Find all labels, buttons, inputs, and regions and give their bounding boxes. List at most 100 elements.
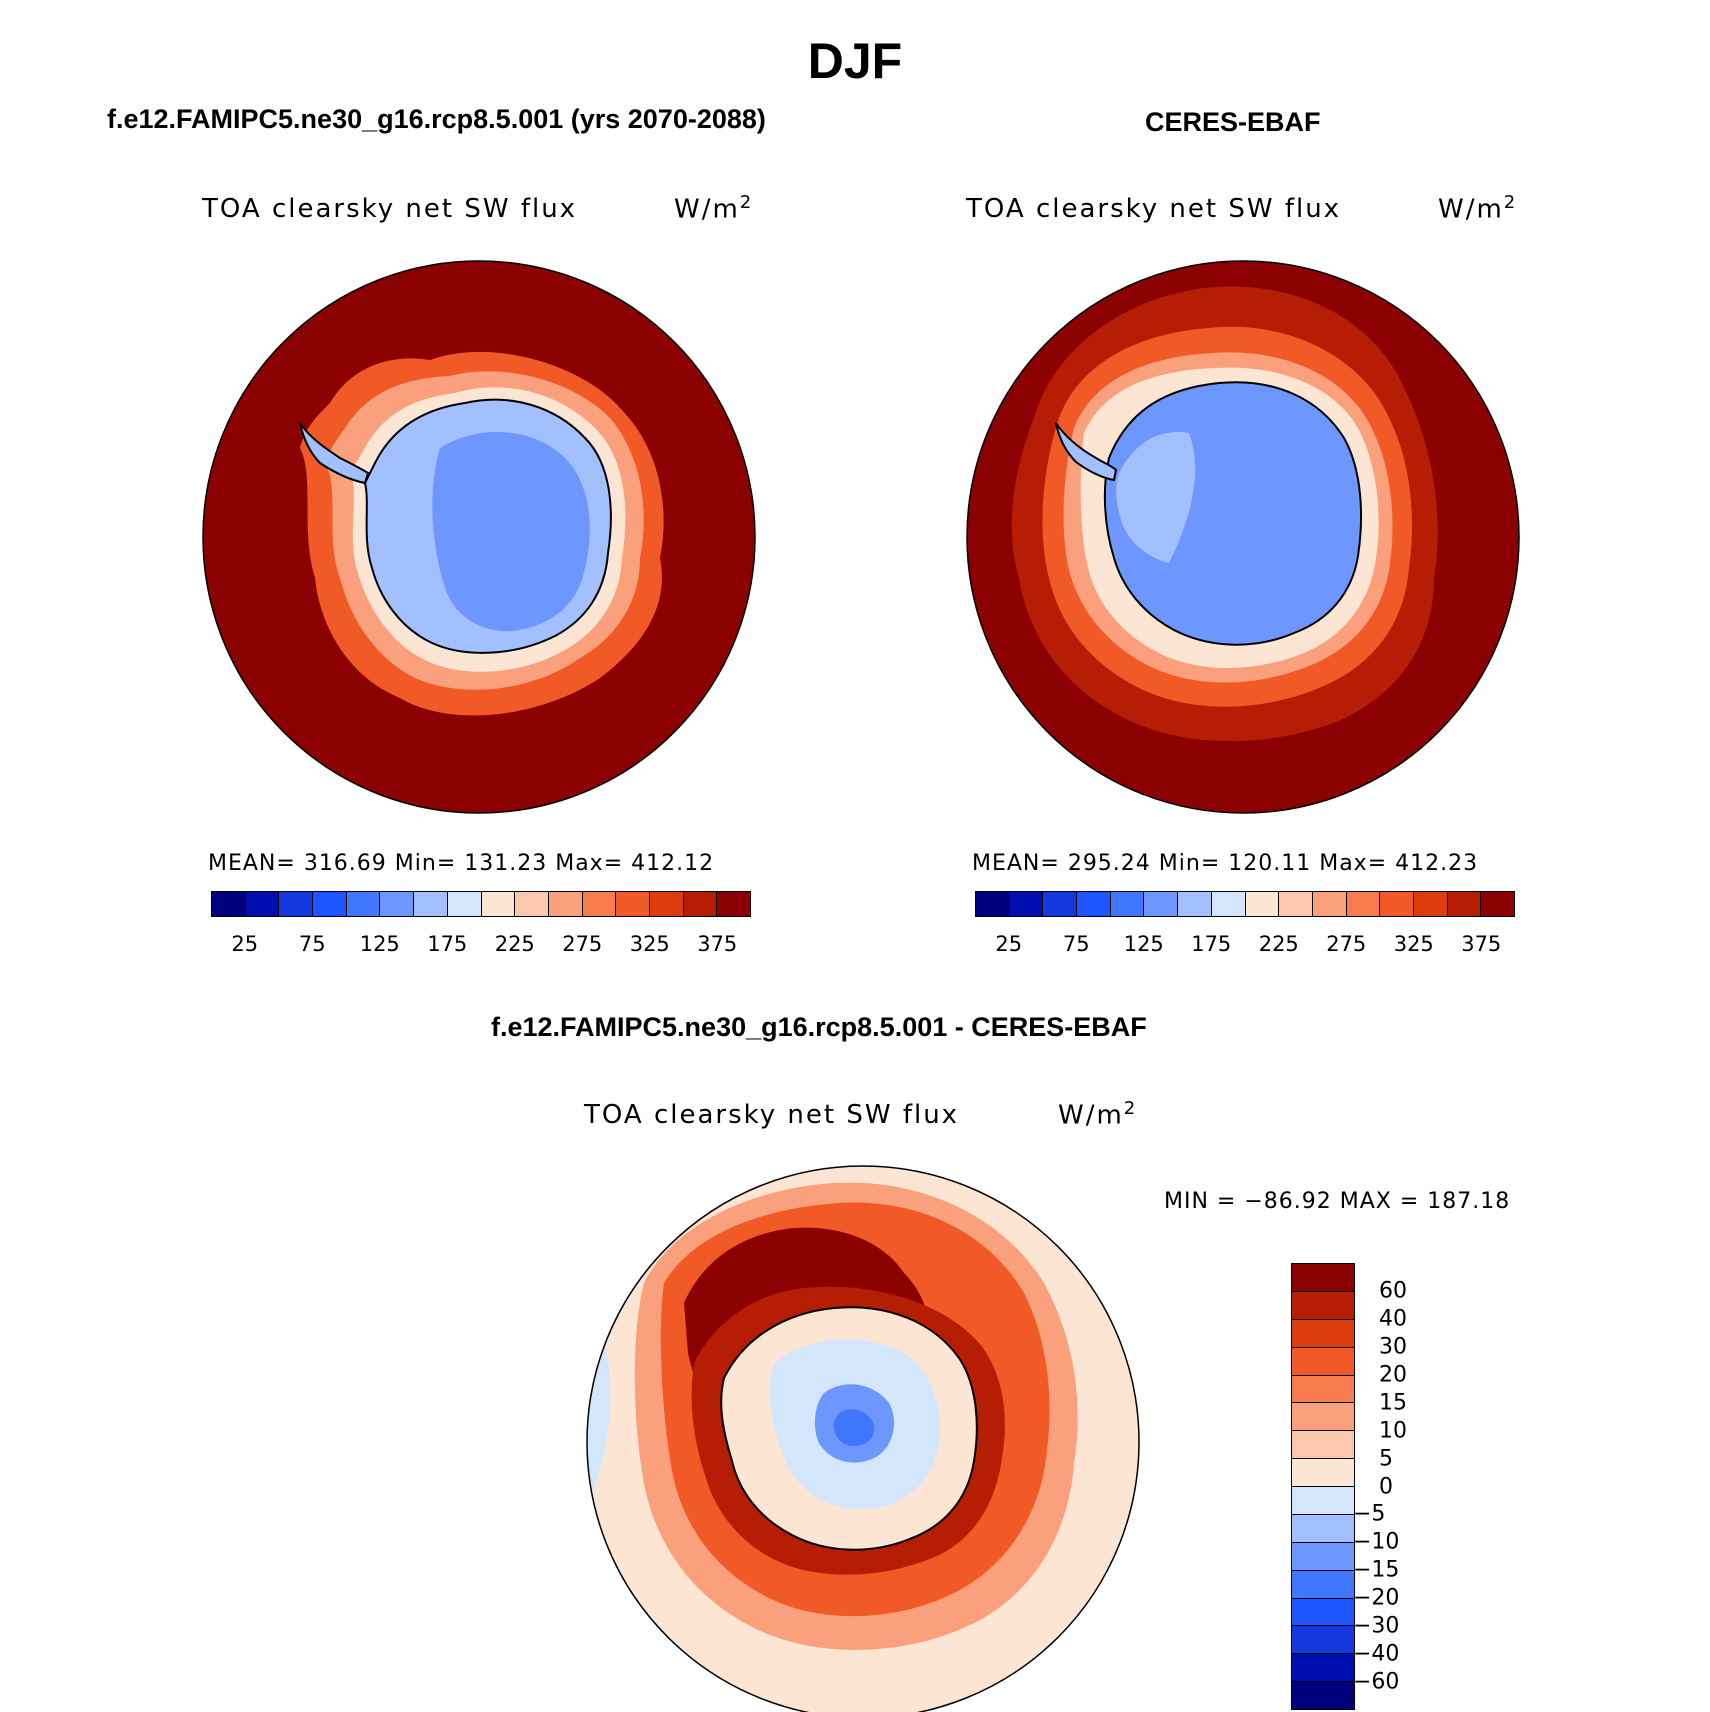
colorbar-tick-label: 75 bbox=[298, 932, 326, 956]
colorbar-tick-label: −20 bbox=[1353, 1585, 1400, 1611]
colorbar-tick-label: 60 bbox=[1379, 1278, 1407, 1304]
obs-subtitle: TOA clearsky net SW flux bbox=[966, 194, 1342, 224]
colorbar-swatch bbox=[1447, 892, 1482, 916]
colorbar-swatch bbox=[683, 892, 718, 916]
colorbar-swatch bbox=[1292, 1347, 1354, 1376]
obs-peninsula bbox=[1055, 422, 1118, 482]
colorbar-swatch bbox=[1279, 892, 1313, 916]
colorbar-tick-label: 25 bbox=[995, 932, 1023, 956]
colorbar-tick-label: 5 bbox=[1379, 1446, 1393, 1472]
model-stats: MEAN= 316.69 Min= 131.23 Max= 412.12 bbox=[208, 851, 715, 876]
colorbar-tick-label: −15 bbox=[1353, 1557, 1400, 1583]
colorbar-swatch bbox=[976, 892, 1010, 916]
obs-panel-title: CERES-EBAF bbox=[1145, 107, 1321, 137]
colorbar-swatch bbox=[1292, 1431, 1354, 1460]
colorbar-swatch bbox=[1346, 892, 1381, 916]
colorbar-swatch bbox=[649, 892, 684, 916]
model-peninsula bbox=[299, 422, 370, 485]
model-colorbar-ticks: 25 75 125 175 225 275 325 375 bbox=[211, 932, 751, 962]
colorbar-swatch bbox=[1292, 1403, 1354, 1432]
colorbar-swatch bbox=[1292, 1626, 1354, 1655]
colorbar-tick-label: 175 bbox=[427, 932, 468, 956]
colorbar-swatch bbox=[1178, 892, 1212, 916]
colorbar-swatch bbox=[515, 892, 549, 916]
colorbar-swatch bbox=[1144, 892, 1179, 916]
colorbar-swatch bbox=[1292, 1682, 1354, 1709]
colorbar-swatch bbox=[1292, 1654, 1354, 1683]
diff-colorbar-ticks: 60 40 30 20 15 10 5 0 −5 −10 −15 −20 −30 −40 −60 bbox=[1353, 1263, 1463, 1710]
obs-units: W/m2 bbox=[1438, 192, 1518, 225]
colorbar-swatch bbox=[279, 892, 314, 916]
colorbar-tick-label: 20 bbox=[1379, 1362, 1407, 1388]
obs-map-border bbox=[966, 260, 1520, 814]
colorbar-swatch bbox=[1312, 892, 1347, 916]
figure-title: DJF bbox=[807, 33, 903, 89]
model-colorbar bbox=[211, 891, 751, 917]
colorbar-swatch bbox=[1009, 892, 1044, 916]
model-panel-title: f.e12.FAMIPC5.ne30_g16.rcp8.5.001 (yrs 2… bbox=[107, 104, 766, 134]
colorbar-tick-label: −10 bbox=[1353, 1529, 1400, 1555]
colorbar-tick-label: 25 bbox=[231, 932, 259, 956]
colorbar-tick-label: 175 bbox=[1191, 932, 1232, 956]
obs-colorbar-ticks: 25 75 125 175 225 275 325 375 bbox=[975, 932, 1515, 962]
obs-polar-map bbox=[966, 260, 1520, 814]
colorbar-swatch bbox=[1077, 892, 1111, 916]
diff-colorbar bbox=[1291, 1263, 1355, 1710]
diff-map-border bbox=[586, 1165, 1140, 1712]
colorbar-tick-label: 40 bbox=[1379, 1306, 1407, 1332]
colorbar-swatch bbox=[245, 892, 280, 916]
colorbar-swatch bbox=[548, 892, 583, 916]
model-units: W/m2 bbox=[674, 192, 754, 225]
diff-ice-blue-3 bbox=[833, 1409, 875, 1447]
colorbar-swatch bbox=[1292, 1542, 1354, 1571]
colorbar-tick-label: 75 bbox=[1062, 932, 1090, 956]
colorbar-swatch bbox=[313, 892, 347, 916]
colorbar-swatch bbox=[414, 892, 448, 916]
colorbar-tick-label: −5 bbox=[1353, 1501, 1386, 1527]
colorbar-swatch bbox=[1043, 892, 1078, 916]
colorbar-tick-label: −40 bbox=[1353, 1641, 1400, 1667]
colorbar-tick-label: 10 bbox=[1379, 1418, 1407, 1444]
model-subtitle: TOA clearsky net SW flux bbox=[202, 194, 578, 224]
diff-polar-map bbox=[586, 1165, 1140, 1712]
colorbar-tick-label: 125 bbox=[1123, 932, 1164, 956]
colorbar-swatch bbox=[717, 892, 750, 916]
colorbar-swatch bbox=[481, 892, 516, 916]
colorbar-swatch bbox=[1292, 1598, 1354, 1627]
colorbar-tick-label: 325 bbox=[629, 932, 670, 956]
colorbar-swatch bbox=[1481, 892, 1514, 916]
colorbar-swatch bbox=[582, 892, 617, 916]
obs-stats: MEAN= 295.24 Min= 120.11 Max= 412.23 bbox=[972, 851, 1479, 876]
colorbar-swatch bbox=[346, 892, 381, 916]
colorbar-swatch bbox=[1292, 1570, 1354, 1599]
colorbar-tick-label: 0 bbox=[1379, 1474, 1393, 1499]
colorbar-tick-label: 225 bbox=[1258, 932, 1299, 956]
colorbar-swatch bbox=[1245, 892, 1280, 916]
colorbar-swatch bbox=[1292, 1291, 1354, 1320]
colorbar-swatch bbox=[1413, 892, 1448, 916]
colorbar-swatch bbox=[1292, 1375, 1354, 1404]
diff-stats: MIN = −86.92 MAX = 187.18 bbox=[1164, 1189, 1511, 1214]
obs-ice-light bbox=[1116, 432, 1196, 563]
colorbar-swatch bbox=[1292, 1264, 1354, 1292]
colorbar-tick-label: 375 bbox=[1461, 932, 1502, 956]
colorbar-tick-label: −30 bbox=[1353, 1613, 1400, 1639]
colorbar-tick-label: 225 bbox=[494, 932, 535, 956]
colorbar-tick-label: −60 bbox=[1353, 1669, 1400, 1695]
colorbar-tick-label: 125 bbox=[359, 932, 400, 956]
colorbar-swatch bbox=[1110, 892, 1145, 916]
colorbar-swatch bbox=[447, 892, 482, 916]
obs-colorbar bbox=[975, 891, 1515, 917]
colorbar-swatch bbox=[1292, 1459, 1354, 1487]
colorbar-swatch bbox=[1292, 1487, 1354, 1515]
diff-units: W/m2 bbox=[1058, 1098, 1138, 1131]
colorbar-swatch bbox=[1292, 1514, 1354, 1543]
colorbar-swatch bbox=[380, 892, 415, 916]
colorbar-tick-label: 30 bbox=[1379, 1334, 1407, 1360]
colorbar-swatch bbox=[212, 892, 246, 916]
colorbar-tick-label: 15 bbox=[1379, 1390, 1407, 1416]
model-polar-map bbox=[202, 260, 756, 814]
colorbar-tick-label: 325 bbox=[1393, 932, 1434, 956]
colorbar-swatch bbox=[1292, 1319, 1354, 1348]
colorbar-tick-label: 275 bbox=[562, 932, 603, 956]
